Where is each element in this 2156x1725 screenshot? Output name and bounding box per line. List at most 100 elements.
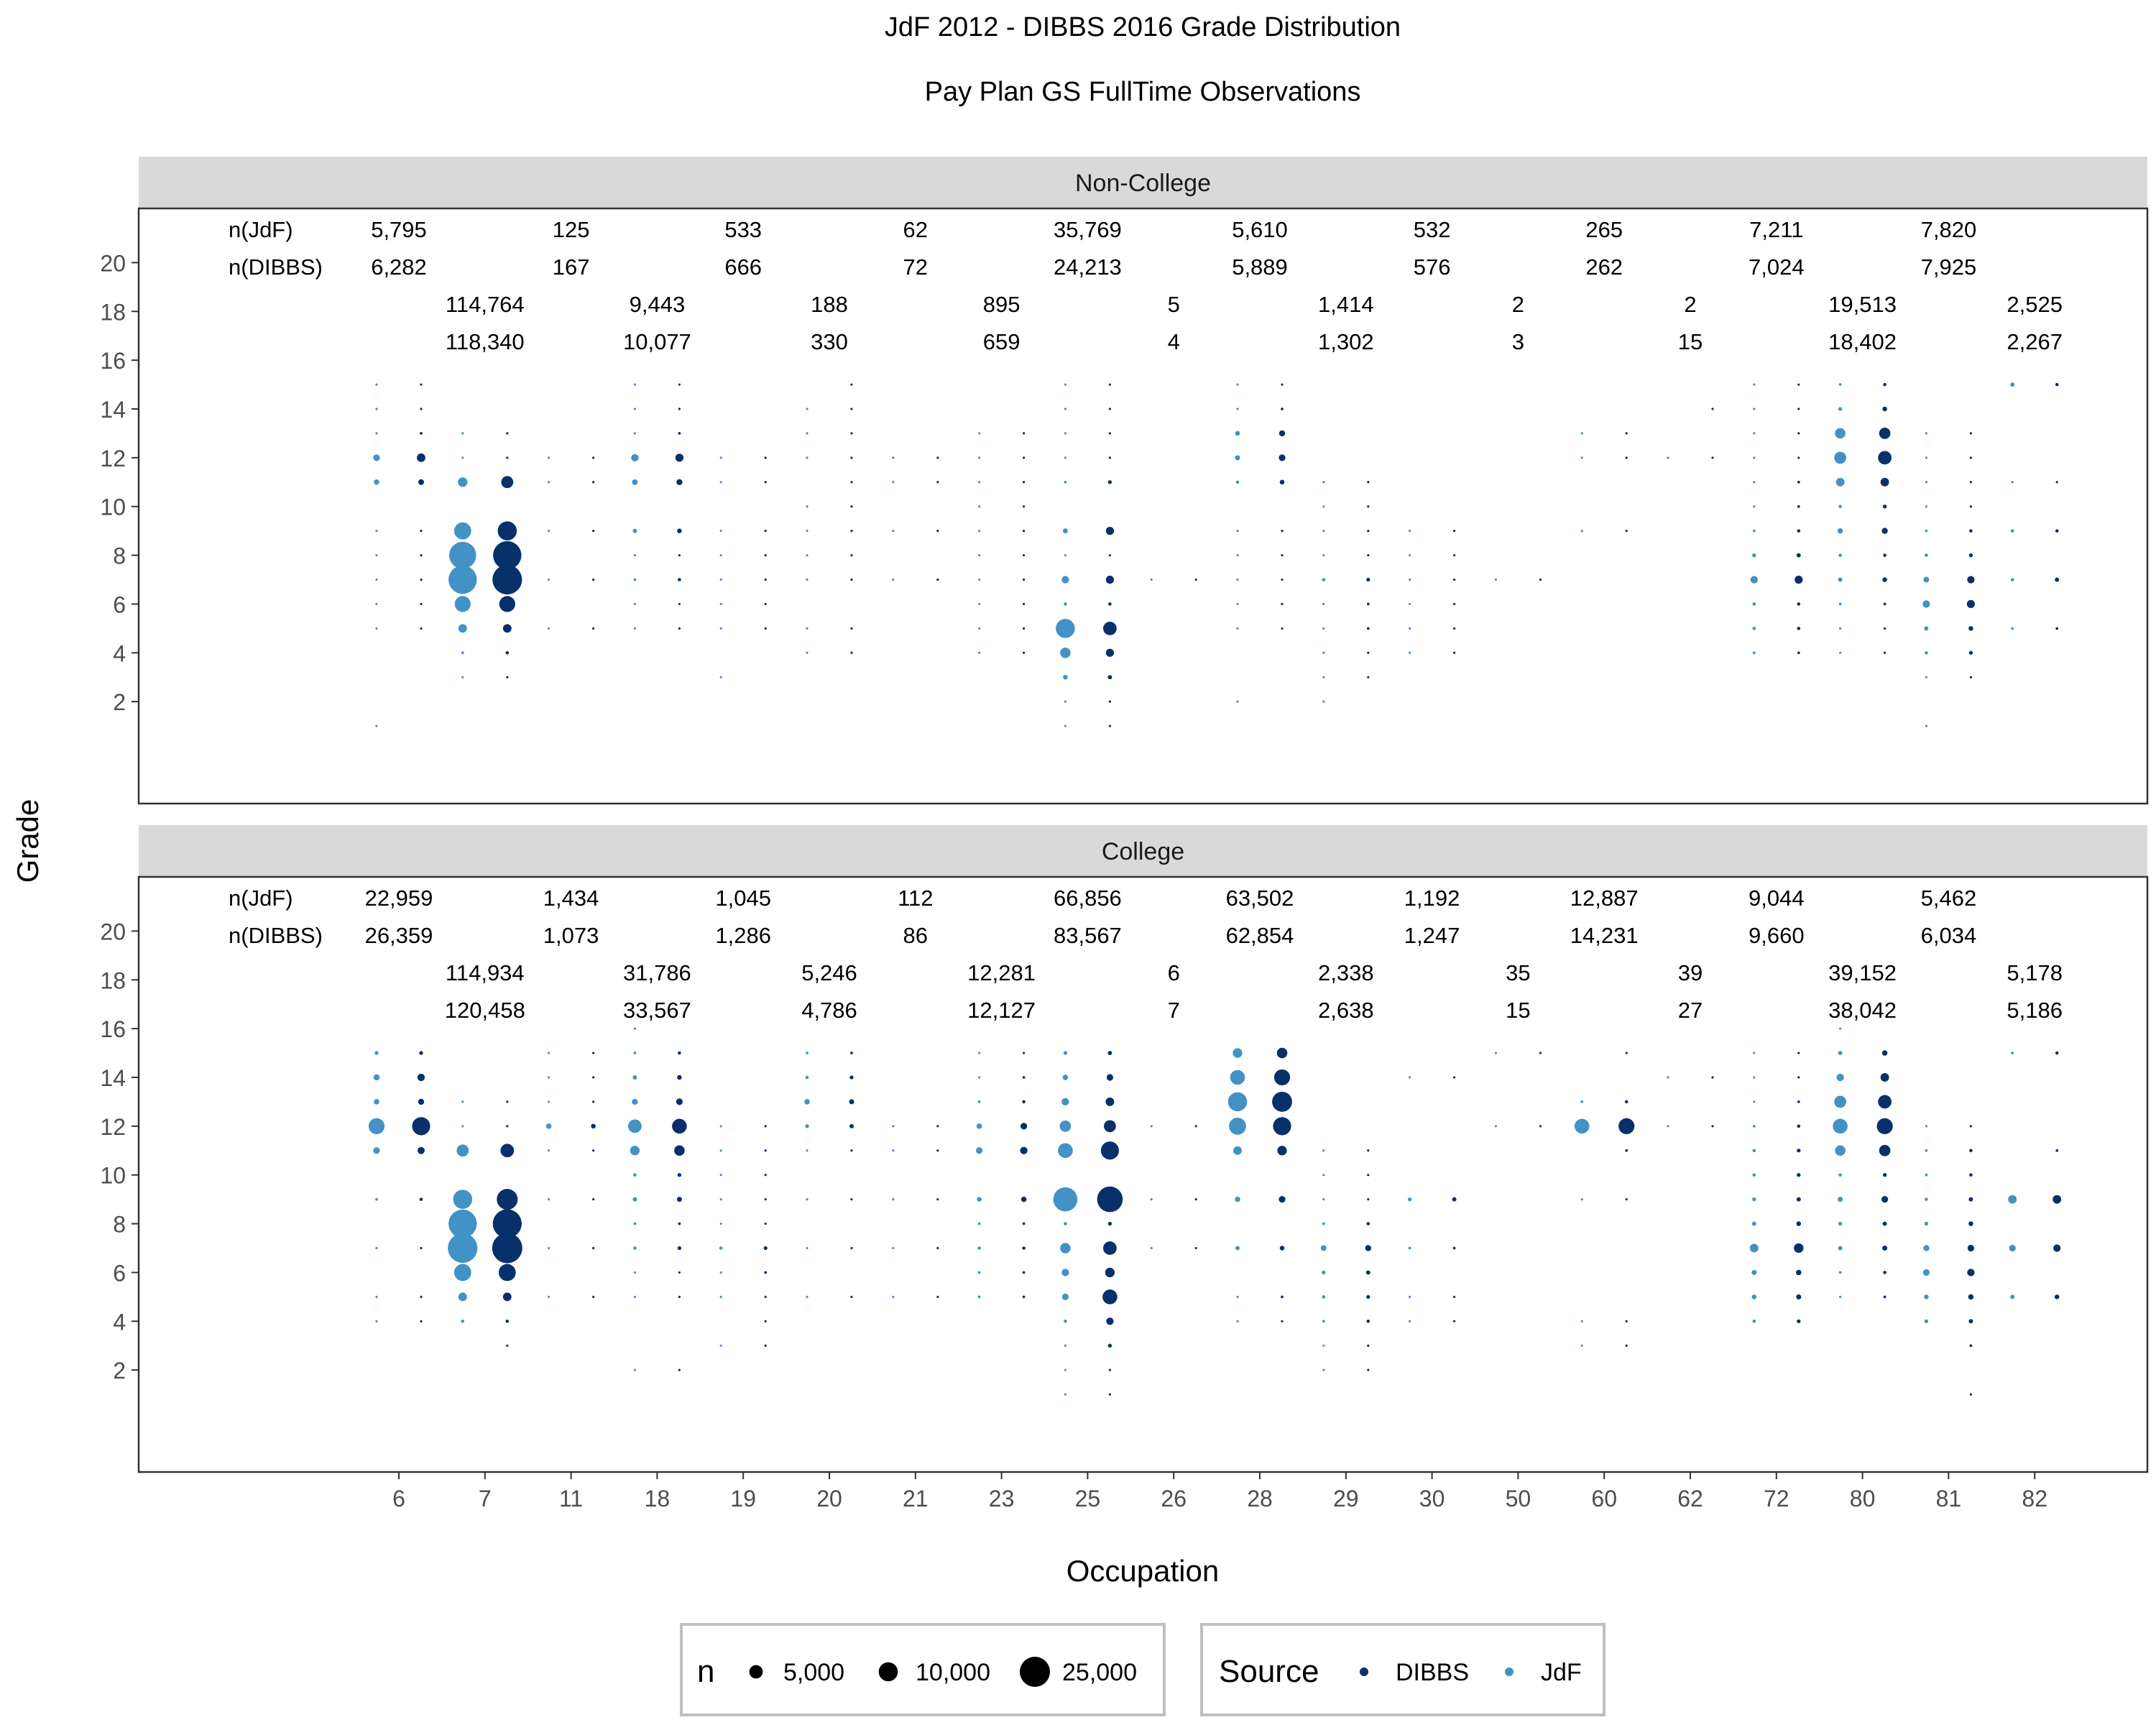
point-dibbs [849, 1123, 854, 1128]
point-dibbs [850, 481, 853, 484]
panel-non-college: Non-College 2 4 6 8 10 12 14 16 18 20 n(JdF) n(DIBBS… [100, 157, 2149, 805]
point-jdf [628, 1119, 642, 1133]
count-dibbs-label: 1,286 [715, 923, 771, 948]
point-dibbs [1279, 1196, 1286, 1203]
point-dibbs [418, 479, 424, 485]
point-dibbs [1367, 676, 1370, 678]
point-dibbs [1882, 505, 1887, 509]
x-tick-label: 60 [1591, 1486, 1617, 1512]
count-dibbs-label: 330 [811, 329, 848, 354]
point-jdf [1236, 1320, 1239, 1322]
point-jdf [375, 1197, 378, 1201]
point-jdf [892, 1125, 895, 1128]
point-jdf [1752, 1197, 1756, 1202]
point-dibbs [1453, 1076, 1456, 1079]
count-jdf-label: 2 [1684, 292, 1696, 317]
point-dibbs [674, 1145, 685, 1156]
x-tick-label: 23 [989, 1486, 1015, 1512]
point-dibbs [764, 456, 767, 459]
point-jdf [806, 1198, 808, 1201]
point-jdf [458, 477, 468, 487]
point-jdf [630, 1146, 640, 1156]
point-dibbs [1883, 602, 1886, 606]
count-jdf-label: 35 [1506, 960, 1530, 985]
x-tick-label: 30 [1419, 1486, 1445, 1512]
point-dibbs [1022, 1246, 1026, 1250]
point-dibbs [1711, 408, 1714, 410]
point-jdf [548, 1149, 550, 1152]
y-tick-label: 8 [113, 543, 126, 569]
point-jdf [1835, 1145, 1846, 1156]
point-dibbs [592, 1052, 595, 1054]
x-tick-label: 11 [559, 1486, 583, 1512]
point-dibbs [1105, 1267, 1115, 1278]
point-dibbs [1367, 1149, 1370, 1152]
count-jdf-label: 1,045 [715, 886, 771, 911]
point-dibbs [420, 408, 423, 410]
point-dibbs [420, 1320, 423, 1322]
point-jdf [1233, 1048, 1243, 1058]
point-jdf [978, 1052, 981, 1054]
point-jdf [978, 553, 981, 557]
y-axis-title: Grade [11, 799, 45, 883]
point-dibbs [1797, 627, 1801, 630]
point-dibbs [1797, 408, 1800, 410]
point-jdf [461, 456, 464, 459]
point-jdf [375, 602, 378, 606]
point-dibbs [1969, 481, 1972, 484]
y-tick-label: 14 [100, 397, 126, 423]
point-jdf [806, 578, 808, 581]
point-dibbs [1366, 577, 1370, 582]
point-dibbs [1108, 1393, 1111, 1396]
point-dibbs [850, 1149, 853, 1152]
point-dibbs [419, 1197, 423, 1201]
point-dibbs [936, 481, 939, 484]
size-legend-label: 10,000 [916, 1659, 990, 1686]
point-dibbs [678, 602, 681, 606]
y-tick-label: 8 [113, 1212, 126, 1238]
x-tick-label: 62 [1677, 1486, 1703, 1512]
point-dibbs [1107, 1051, 1112, 1056]
x-tick-label: 18 [645, 1486, 671, 1512]
count-jdf-label: 39 [1678, 960, 1703, 985]
point-jdf [1838, 553, 1842, 557]
point-jdf [1322, 578, 1326, 581]
point-dibbs [764, 578, 767, 581]
point-dibbs [506, 456, 509, 459]
point-dibbs [1453, 553, 1456, 557]
point-jdf [977, 1246, 981, 1250]
point-dibbs [1797, 1149, 1801, 1153]
count-jdf-label: 1,414 [1318, 292, 1374, 317]
point-dibbs [1625, 1052, 1628, 1054]
point-jdf [2010, 382, 2015, 387]
count-jdf-label: 9,044 [1749, 886, 1805, 911]
point-jdf [892, 481, 895, 484]
point-dibbs [1272, 1091, 1292, 1112]
count-dibbs-label: 120,458 [445, 998, 525, 1023]
point-jdf [1753, 505, 1756, 508]
point-jdf [1320, 1245, 1327, 1251]
point-jdf [548, 456, 550, 459]
point-dibbs [764, 1174, 767, 1177]
point-jdf [374, 1099, 379, 1105]
point-dibbs [1881, 1196, 1889, 1203]
count-jdf-label: 39,152 [1828, 960, 1897, 985]
point-jdf [548, 627, 550, 630]
point-dibbs [1968, 626, 1973, 631]
point-dibbs [1108, 553, 1111, 557]
count-jdf-label: 9,443 [630, 292, 686, 317]
chart-title: JdF 2012 - DIBBS 2016 Grade Distribution [885, 12, 1401, 42]
point-dibbs [1618, 1118, 1635, 1134]
point-dibbs [1796, 1197, 1801, 1202]
point-dibbs [2055, 577, 2060, 582]
count-jdf-label: 62 [903, 217, 928, 242]
y-tick-label: 4 [113, 640, 126, 666]
x-tick-label: 82 [2022, 1486, 2047, 1512]
point-jdf [1924, 1221, 1929, 1226]
point-dibbs [417, 453, 425, 462]
point-dibbs [850, 456, 853, 459]
point-jdf [1925, 553, 1928, 557]
point-dibbs [502, 624, 512, 633]
point-dibbs [1797, 432, 1800, 435]
point-jdf [806, 1052, 808, 1054]
